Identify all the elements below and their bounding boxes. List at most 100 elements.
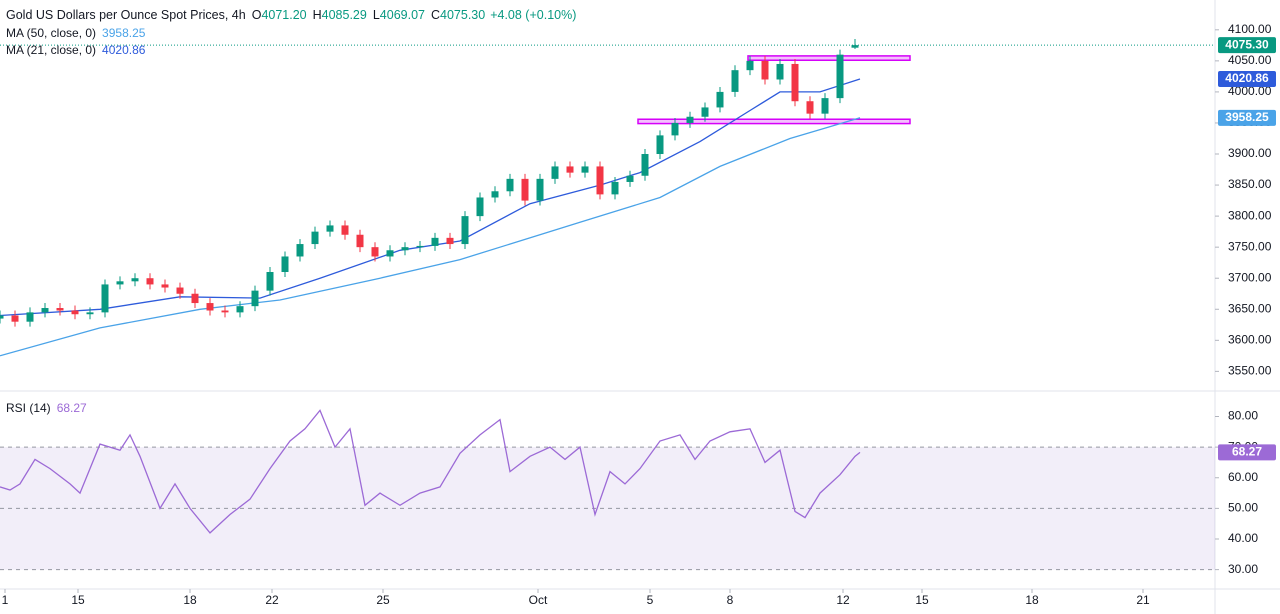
- candle-body: [611, 181, 619, 195]
- price-badge: [1218, 109, 1276, 126]
- candle-body: [101, 284, 109, 313]
- candle-body: [356, 234, 364, 248]
- candle-body: [71, 310, 79, 315]
- candle-body: [251, 290, 259, 307]
- y-tick-label: 3850.00: [1228, 177, 1272, 191]
- candle-body: [431, 237, 439, 246]
- candle-body: [296, 244, 304, 257]
- y-tick-label: 3600.00: [1228, 332, 1272, 346]
- legend-entry: MA (21, close, 0) 4020.86: [6, 43, 146, 57]
- legend-value: 3958.25: [102, 26, 146, 40]
- candle-body: [416, 245, 424, 248]
- candle-body: [551, 166, 559, 179]
- x-tick-label: 18: [1025, 593, 1039, 607]
- ohlc-key: C: [431, 8, 440, 22]
- x-tick-label: 18: [183, 593, 197, 607]
- price-badge-label: 4075.30: [1225, 37, 1269, 51]
- x-tick-label: 22: [265, 593, 279, 607]
- candle-body: [311, 231, 319, 245]
- zone: [747, 55, 911, 61]
- candle-body: [116, 281, 124, 285]
- title: Gold US Dollars per Ounce Spot Prices, 4…: [6, 8, 246, 22]
- y-tick-label: 30.00: [1228, 562, 1258, 576]
- series-line: [0, 78, 861, 317]
- zone: [637, 118, 911, 125]
- candle-body: [836, 54, 844, 99]
- candle-body: [401, 247, 409, 251]
- candle-body: [851, 45, 859, 48]
- price-badge-label: 3958.25: [1225, 110, 1269, 124]
- y-tick-label: 50.00: [1228, 501, 1258, 515]
- candle-body: [11, 315, 19, 322]
- ohlc-key: O: [252, 8, 262, 22]
- y-tick-label: 3700.00: [1228, 270, 1272, 284]
- candle-body: [371, 247, 379, 257]
- candle-body: [656, 135, 664, 155]
- candle-body: [521, 178, 529, 201]
- candle-body: [716, 91, 724, 108]
- y-tick-label: 3650.00: [1228, 301, 1272, 315]
- candle-body: [596, 166, 604, 195]
- series-line: [0, 117, 861, 357]
- candle-body: [131, 278, 139, 282]
- candle-body: [506, 178, 514, 192]
- candle-body: [41, 308, 49, 313]
- price-badge: [1218, 70, 1276, 87]
- candle-body: [686, 116, 694, 123]
- candle-body: [821, 98, 829, 114]
- candle-body: [566, 166, 574, 173]
- legend-value: 4020.86: [102, 43, 146, 57]
- plot: [0, 29, 1219, 593]
- y-tick-label: 3900.00: [1228, 146, 1272, 160]
- ohlc-value: 4071.20: [261, 8, 306, 22]
- ohlc-change: +4.08 (+0.10%): [490, 8, 576, 22]
- candle-body: [626, 175, 634, 182]
- candle-body: [581, 166, 589, 173]
- candle-body: [746, 60, 754, 71]
- ohlc-key: L: [373, 8, 380, 22]
- candle-body: [671, 122, 679, 136]
- candle-body: [641, 154, 649, 176]
- candle-body: [206, 303, 214, 311]
- legend-entry: RSI (14) 68.27: [6, 401, 87, 415]
- rsi-badge-label: 68.27: [1232, 445, 1262, 459]
- rsi-badge: [1218, 444, 1276, 461]
- candle-body: [386, 250, 394, 257]
- candle-body: [491, 191, 499, 198]
- candle-body: [176, 287, 184, 294]
- overlay: Gold US Dollars per Ounce Spot Prices, 4…: [2, 8, 1276, 607]
- y-tick-label: 4050.00: [1228, 53, 1272, 67]
- y-tick-label: 80.00: [1228, 409, 1258, 423]
- candle-body: [476, 197, 484, 217]
- candle-body: [266, 272, 274, 291]
- candle-body: [0, 315, 4, 319]
- legend-name: RSI (14): [6, 401, 51, 415]
- y-tick-label: 3550.00: [1228, 364, 1272, 378]
- header: Gold US Dollars per Ounce Spot Prices, 4…: [6, 8, 576, 22]
- candle-body: [791, 63, 799, 102]
- legend-value: 68.27: [57, 401, 87, 415]
- x-tick-label: 15: [71, 593, 85, 607]
- candle-body: [146, 278, 154, 285]
- candle-body: [701, 107, 709, 117]
- candle-body: [236, 306, 244, 313]
- y-tick-label: 3800.00: [1228, 208, 1272, 222]
- x-tick-label: 12: [836, 593, 850, 607]
- candle-body: [326, 225, 334, 232]
- candle-body: [191, 293, 199, 304]
- x-tick-label: 1: [2, 593, 9, 607]
- candle-body: [221, 310, 229, 313]
- price-badge: [1218, 37, 1276, 54]
- y-tick-label: 4000.00: [1228, 84, 1272, 98]
- candle-body: [806, 101, 814, 114]
- x-tick-label: 5: [647, 593, 654, 607]
- price-badge-label: 4020.86: [1225, 71, 1269, 85]
- y-tick-label: 3750.00: [1228, 239, 1272, 253]
- candle-body: [281, 256, 289, 273]
- legend-name: MA (21, close, 0): [6, 43, 96, 57]
- series-line: [0, 409, 861, 534]
- ohlc-value: 4069.07: [380, 8, 425, 22]
- candle-body: [161, 284, 169, 288]
- candle-body: [731, 70, 739, 92]
